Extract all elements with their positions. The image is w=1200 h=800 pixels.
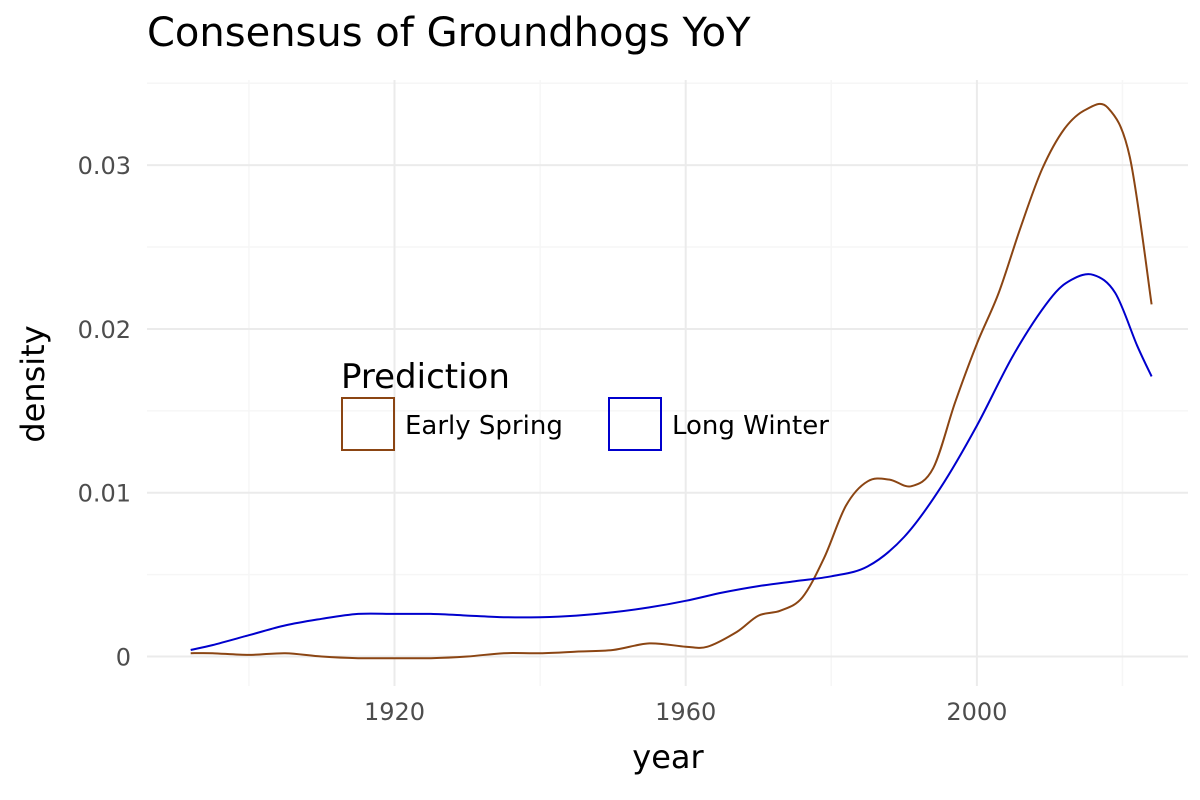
y-tick-label: 0.03 — [78, 152, 131, 180]
x-axis-title: year — [632, 738, 704, 776]
x-tick-label: 1960 — [655, 698, 716, 726]
x-tick-labels: 1920 1960 2000 — [364, 698, 1007, 726]
series-line-long-winter — [190, 273, 1153, 651]
y-tick-label: 0.01 — [78, 480, 131, 508]
legend-label-long-winter: Long Winter — [672, 411, 829, 441]
x-tick-label: 2000 — [946, 698, 1007, 726]
major-grid — [147, 80, 1188, 686]
legend-title: Prediction — [341, 357, 510, 397]
y-axis-title: density — [14, 325, 52, 442]
legend-label-early-spring: Early Spring — [405, 411, 563, 441]
y-tick-labels: 0 0.01 0.02 0.03 — [78, 152, 131, 671]
series-layer — [190, 102, 1153, 660]
minor-grid — [147, 80, 1188, 686]
y-tick-label: 0.02 — [78, 316, 131, 344]
legend-key-early-spring — [341, 397, 395, 451]
x-tick-label: 1920 — [364, 698, 425, 726]
series-line-early-spring — [190, 102, 1153, 660]
legend: Prediction Early Spring Long Winter — [341, 357, 829, 451]
legend-key-long-winter — [608, 397, 662, 451]
chart-title: Consensus of Groundhogs YoY — [147, 10, 751, 56]
y-tick-label: 0 — [116, 644, 131, 672]
